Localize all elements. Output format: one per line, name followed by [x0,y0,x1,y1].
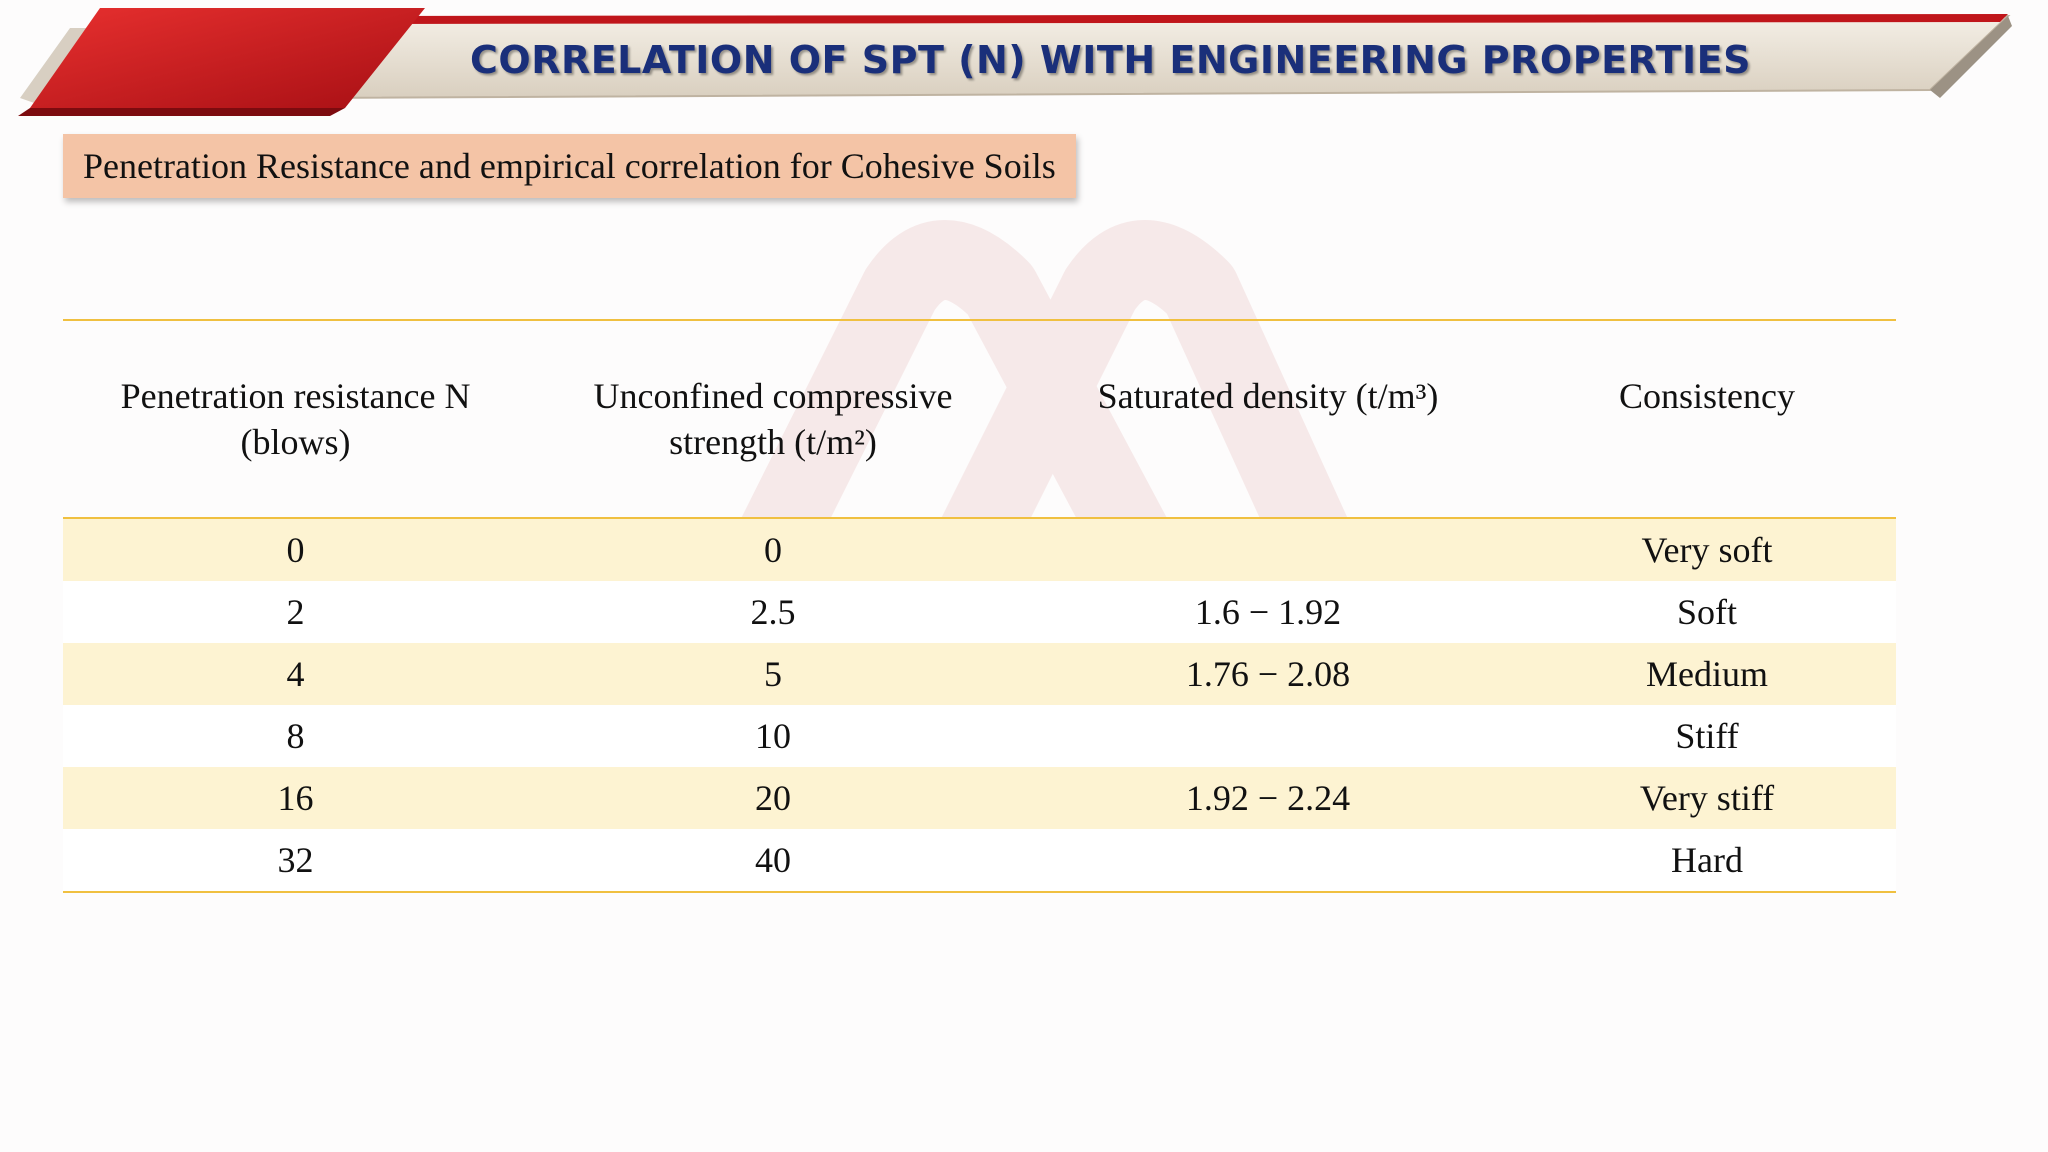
header-line: strength (t/m²) [669,422,877,462]
header-line: Saturated density (t/m³) [1097,376,1439,416]
header-saturated-density: Saturated density (t/m³) [1018,320,1518,518]
cell-consistency: Hard [1671,840,1743,880]
cell-density: 1.6 − 1.92 [1194,592,1342,632]
page-title: CORRELATION OF SPT (N) WITH ENGINEERING … [470,38,1751,82]
cell-strength: 20 [755,778,791,818]
table-row: 16 20 1.92 − 2.24 Very stiff [63,767,1896,829]
cell-strength: 40 [755,840,791,880]
cell-strength: 10 [755,716,791,756]
cell-consistency: Very soft [1641,530,1773,570]
cell-consistency: Medium [1646,654,1768,694]
cell-density: 1.76 − 2.08 [1185,654,1351,694]
cell-strength: 2.5 [750,592,796,632]
cell-strength: 5 [764,654,782,694]
table-body: 0 0 Very soft 2 2.5 1.6 − 1.92 Soft 4 5 … [63,518,1896,892]
cell-density [1018,705,1518,767]
table-row: 0 0 Very soft [63,518,1896,581]
header-line: Penetration resistance N [120,376,471,416]
header-penetration-resistance: Penetration resistance N (blows) [63,320,528,518]
header-banner: CORRELATION OF SPT (N) WITH ENGINEERING … [0,0,2048,120]
cell-consistency: Soft [1676,592,1737,632]
cell-n: 4 [286,654,305,694]
table-row: 4 5 1.76 − 2.08 Medium [63,643,1896,705]
table-row: 32 40 Hard [63,829,1896,892]
header-unconfined-strength: Unconfined compressive strength (t/m²) [528,320,1018,518]
cell-consistency: Stiff [1675,716,1739,756]
spt-correlation-table: Penetration resistance N (blows) Unconfi… [63,319,1896,893]
table-header: Penetration resistance N (blows) Unconfi… [63,320,1896,518]
section-subtitle: Penetration Resistance and empirical cor… [63,134,1076,198]
header-consistency: Consistency [1518,320,1896,518]
header-line: (blows) [240,422,351,462]
cell-n: 32 [277,840,314,880]
cell-strength: 0 [764,530,782,570]
cell-density: 1.92 − 2.24 [1185,778,1351,818]
table-header-row: Penetration resistance N (blows) Unconfi… [63,320,1896,518]
cell-consistency: Very stiff [1639,778,1775,818]
header-line: Unconfined compressive [593,376,953,416]
table-row: 2 2.5 1.6 − 1.92 Soft [63,581,1896,643]
cell-density [1018,829,1518,892]
cell-n: 0 [286,530,305,570]
cell-n: 16 [277,778,314,818]
banner-ribbon-icon [18,8,2012,116]
header-line: Consistency [1619,376,1795,416]
cell-density [1018,518,1518,581]
cell-n: 2 [286,592,305,632]
cell-n: 8 [286,716,305,756]
table-row: 8 10 Stiff [63,705,1896,767]
